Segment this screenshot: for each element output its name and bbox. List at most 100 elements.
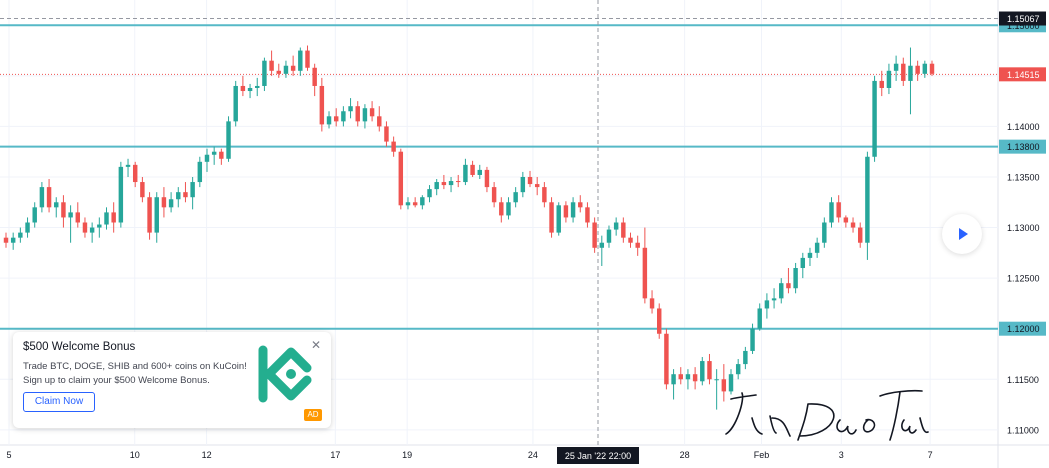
candle-body: [226, 121, 231, 159]
candle-body: [628, 237, 633, 243]
candle-body: [283, 65, 289, 74]
candle-body: [240, 85, 246, 92]
ad-line-2: Sign up to claim your $500 Welcome Bonus…: [23, 375, 210, 386]
candle-body: [298, 50, 303, 71]
time-tick-label: 28: [680, 450, 690, 460]
candle-body: [779, 283, 784, 299]
candle-body: [814, 242, 820, 253]
candle-body: [743, 350, 748, 365]
candle-body: [735, 364, 741, 375]
candle-body: [599, 242, 605, 248]
candle-body: [255, 85, 260, 88]
candle-body: [348, 106, 353, 112]
candle-body: [477, 169, 482, 175]
candle-body: [290, 65, 296, 71]
candle-body: [262, 60, 267, 86]
claim-now-button[interactable]: Claim Now: [23, 392, 95, 412]
price-axis: 1.11000 1.11500 1.12000 1.12500 1.13000 1.135…: [999, 11, 1046, 435]
candle-body: [176, 192, 181, 200]
candle-body: [527, 176, 533, 185]
candle-body: [879, 80, 884, 88]
candle-body: [534, 184, 540, 188]
candle-body: [355, 106, 360, 122]
candle-body: [405, 202, 411, 206]
candle-body: [463, 164, 468, 183]
time-tick-label: 10: [130, 450, 140, 460]
candle-body: [707, 361, 712, 380]
candle-body: [585, 207, 590, 223]
candle-body: [592, 222, 597, 248]
level-label: 1.13800: [1007, 142, 1040, 152]
candle-body: [556, 205, 561, 233]
candle-body: [857, 227, 863, 243]
candle-body: [18, 232, 23, 238]
candle-body: [613, 222, 619, 230]
candle-body: [434, 182, 439, 190]
candle-body: [276, 70, 282, 74]
level-label-box: [999, 139, 1046, 154]
candle-body: [656, 308, 662, 334]
candle-body: [312, 67, 317, 86]
price-tick-label: 1.13000: [1007, 223, 1040, 233]
candle-body: [929, 63, 935, 74]
candle-body: [793, 268, 798, 289]
current-price-box: [999, 67, 1046, 82]
candle-body: [520, 176, 526, 193]
candle-body: [635, 242, 640, 248]
candle-body: [125, 164, 131, 167]
time-tick-label: 3: [839, 450, 844, 460]
candle-body: [563, 205, 569, 218]
candle-body: [384, 126, 389, 142]
candle-body: [420, 197, 425, 206]
candle-body: [649, 298, 655, 309]
time-tick-label: Feb: [754, 450, 770, 460]
top-marker-label: 1.15067: [1007, 14, 1040, 24]
play-icon: [959, 228, 968, 240]
candle-body: [233, 85, 238, 122]
candle-body: [168, 199, 174, 208]
candle-body: [46, 187, 52, 208]
close-icon[interactable]: ✕: [310, 338, 322, 352]
candlestick-series: [3, 45, 935, 410]
candle-body: [398, 151, 404, 206]
candle-body: [499, 202, 504, 216]
time-tick-label: 12: [202, 450, 212, 460]
candle-body: [204, 154, 210, 162]
candle-body: [484, 169, 490, 188]
time-tick-label: 24: [528, 450, 538, 460]
candle-body: [893, 63, 899, 71]
candle-body: [836, 202, 841, 218]
candle-body: [305, 50, 310, 68]
candle-body: [865, 156, 870, 243]
candle-body: [570, 202, 576, 218]
candle-body: [211, 151, 217, 155]
candle-body: [333, 116, 339, 122]
signature-watermark: [725, 389, 929, 441]
time-tick-label: 5: [6, 450, 11, 460]
candle-body: [10, 237, 16, 243]
candle-body: [843, 217, 849, 223]
candle-body: [147, 197, 152, 233]
play-button[interactable]: [942, 214, 982, 254]
candle-body: [771, 298, 777, 301]
horizontal-levels: [0, 24, 998, 330]
candle-body: [714, 379, 719, 381]
current-price-label: 1.14515: [1007, 70, 1040, 80]
candle-body: [692, 374, 698, 382]
candle-body: [678, 374, 683, 380]
candle-body: [721, 379, 727, 392]
time-tick-label: 19: [402, 450, 412, 460]
candle-body: [456, 181, 461, 183]
candle-body: [922, 63, 928, 74]
ad-banner: $500 Welcome Bonus Trade BTC, DOGE, SHIB…: [13, 332, 331, 428]
candle-body: [850, 222, 856, 228]
candle-body: [441, 182, 447, 186]
candle-body: [104, 212, 109, 225]
candle-body: [326, 116, 332, 125]
candle-body: [369, 108, 375, 117]
candle-body: [161, 197, 167, 208]
top-marker-box: [999, 11, 1046, 26]
candle-body: [872, 80, 877, 157]
candle-body: [915, 65, 920, 74]
